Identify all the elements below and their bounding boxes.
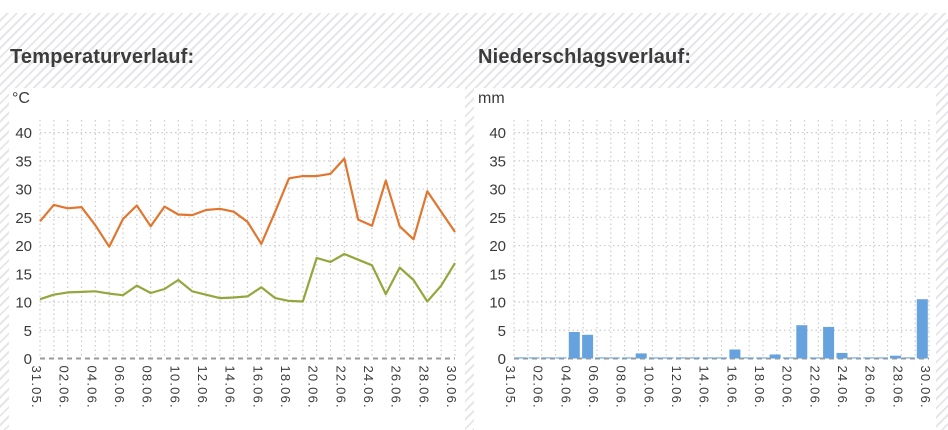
x-axis-tick-label: 26.06.	[389, 366, 404, 409]
precipitation-bar	[769, 354, 781, 359]
y-axis-tick-label: 30	[489, 182, 506, 199]
temperature-chart: 0 5 10 15 20 25 30 35 40 31.05. 02.06. 04.06. 06.06.…	[15, 120, 459, 409]
precipitation-panel: Niederschlagsverlauf: mm 0 5 10 15 20 25 30 35 4…	[474, 0, 948, 430]
y-axis-tick-label: 35	[15, 153, 32, 170]
y-axis-tick-label: 0	[498, 351, 506, 368]
x-axis-tick-label: 14.06.	[223, 366, 238, 409]
precipitation-bar	[528, 357, 540, 359]
precipitation-bar	[689, 357, 701, 359]
x-axis-tick-label: 31.05.	[503, 366, 518, 409]
precipitation-bar	[649, 357, 661, 359]
x-axis-tick-label: 02.06.	[57, 366, 72, 409]
precipitation-bar	[515, 357, 527, 359]
min-temperature-line	[39, 252, 456, 303]
x-axis-tick-label: 12.06.	[195, 366, 210, 409]
y-axis-tick-label: 5	[24, 323, 32, 340]
x-axis-tick-label: 04.06.	[84, 366, 99, 409]
precipitation-bar	[595, 357, 607, 359]
precipitation-bar	[675, 357, 687, 359]
precipitation-unit-label: mm	[478, 90, 505, 107]
x-axis-tick-label: 31.05.	[29, 366, 44, 409]
x-axis-tick-label: 08.06.	[614, 366, 629, 409]
x-axis-tick-label: 16.06.	[724, 366, 739, 409]
precipitation-chart-card	[474, 88, 936, 430]
x-axis-tick-label: 16.06.	[250, 366, 265, 409]
precipitation-bar	[796, 325, 808, 359]
temperature-panel: Temperaturverlauf: °C 0 5 10 15 20 25 30 35 40 31…	[10, 46, 459, 409]
precipitation-bar	[622, 357, 634, 359]
precipitation-chart: 0 5 10 15 20 25 30 35 40 31.05. 02.06. 04.06. 06.06.…	[489, 120, 933, 409]
y-axis-tick-label: 10	[15, 295, 32, 312]
x-axis-tick-label: 30.06.	[918, 366, 933, 409]
y-axis-tick-label: 30	[15, 182, 32, 199]
x-axis-tick-label: 28.06.	[890, 366, 905, 409]
x-axis-tick-label: 22.06.	[807, 366, 822, 409]
x-axis-tick-label: 14.06.	[697, 366, 712, 409]
precipitation-bar	[742, 357, 754, 359]
precipitation-title: Niederschlagsverlauf:	[478, 46, 692, 68]
y-axis-tick-label: 25	[489, 210, 506, 227]
precipitation-bar	[782, 357, 794, 359]
x-axis-tick-label: 12.06.	[669, 366, 684, 409]
x-axis-tick-label: 02.06.	[531, 366, 546, 409]
x-axis-tick-label: 10.06.	[167, 366, 182, 409]
precipitation-bar	[916, 299, 928, 359]
x-axis-tick-label: 10.06.	[641, 366, 656, 409]
x-axis-tick-label: 24.06.	[835, 366, 850, 409]
precipitation-bar	[542, 357, 553, 359]
x-axis-tick-label: 26.06.	[863, 366, 878, 409]
x-axis-tick-label: 18.06.	[752, 366, 767, 409]
precipitation-bar	[809, 357, 821, 359]
precipitation-bar	[716, 357, 727, 359]
precipitation-bar	[635, 353, 647, 359]
temperature-unit-label: °C	[12, 90, 30, 107]
max-temperature-line	[39, 157, 456, 248]
x-axis-tick-label: 30.06.	[444, 366, 459, 409]
temperature-chart-card	[9, 88, 465, 430]
y-axis-tick-label: 20	[15, 238, 32, 255]
x-axis-tick-label: 22.06.	[333, 366, 348, 409]
precipitation-bar	[702, 357, 714, 359]
precipitation-bar	[608, 357, 620, 359]
precipitation-bar	[849, 357, 861, 359]
x-axis-tick-label: 20.06.	[780, 366, 795, 409]
y-axis-tick-label: 10	[489, 295, 506, 312]
precipitation-bar	[863, 357, 875, 359]
y-axis-tick-label: 15	[489, 266, 506, 283]
y-axis-tick-label: 0	[24, 351, 32, 368]
y-axis-tick-label: 5	[498, 323, 506, 340]
x-axis-tick-label: 06.06.	[112, 366, 127, 409]
x-axis-tick-label: 06.06.	[586, 366, 601, 409]
precipitation-bar	[823, 326, 835, 359]
x-axis-tick-label: 24.06.	[361, 366, 376, 409]
precipitation-bar	[582, 334, 594, 359]
y-axis-tick-label: 40	[15, 125, 32, 142]
precipitation-bar	[568, 332, 580, 359]
x-axis-tick-label: 20.06.	[306, 366, 321, 409]
precipitation-bar	[555, 357, 567, 359]
x-axis-tick-label: 08.06.	[140, 366, 155, 409]
y-axis-tick-label: 25	[15, 210, 32, 227]
precipitation-bar	[729, 349, 741, 359]
precipitation-bar	[903, 357, 915, 359]
precipitation-bar	[876, 357, 888, 359]
precipitation-bar	[662, 357, 674, 359]
y-axis-tick-label: 40	[489, 125, 506, 142]
y-axis-tick-label: 35	[489, 153, 506, 170]
temperature-title: Temperaturverlauf:	[10, 46, 195, 68]
precipitation-bar	[756, 357, 768, 359]
y-axis-tick-label: 20	[489, 238, 506, 255]
precipitation-bar	[836, 352, 848, 359]
x-axis-tick-label: 28.06.	[416, 366, 431, 409]
x-axis-tick-label: 04.06.	[558, 366, 573, 409]
precipitation-bar	[890, 355, 901, 359]
y-axis-tick-label: 15	[15, 266, 32, 283]
x-axis-tick-label: 18.06.	[278, 366, 293, 409]
